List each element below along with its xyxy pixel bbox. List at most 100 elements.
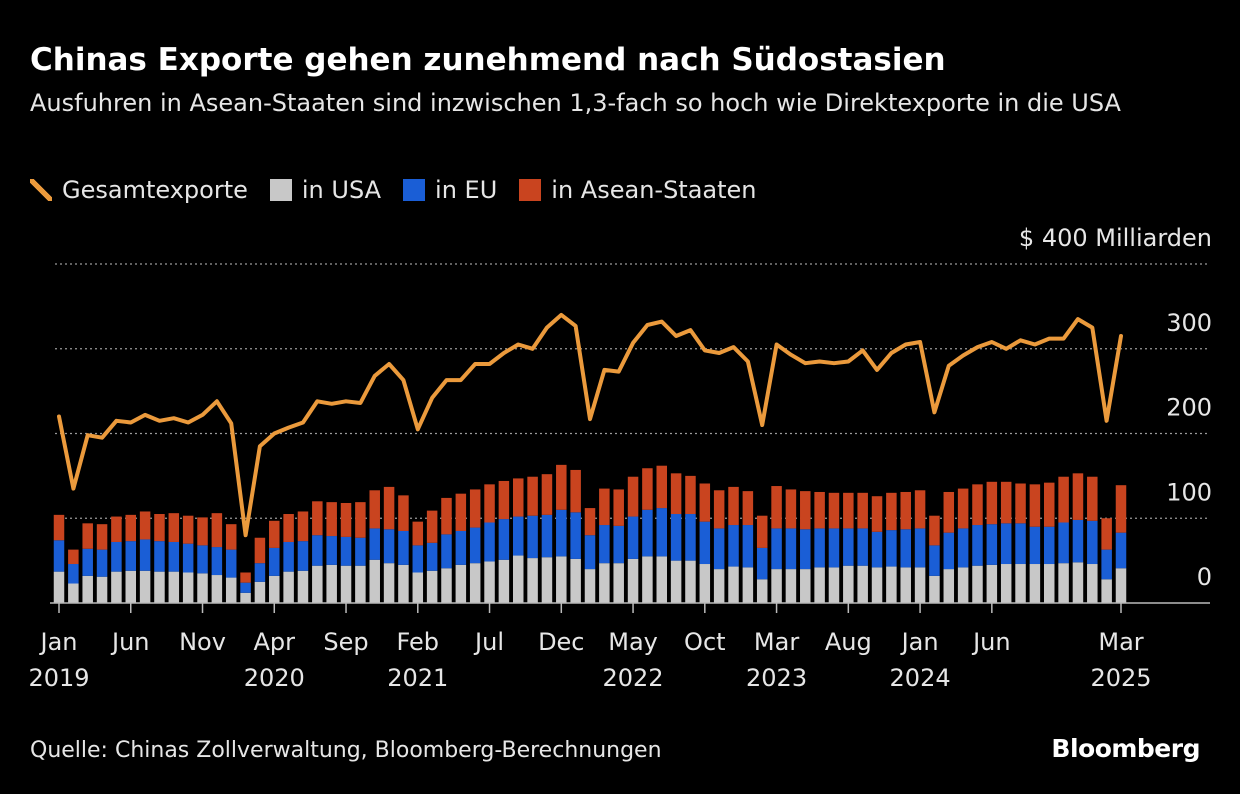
x-tick-label: Jun (110, 628, 150, 656)
bar-segment (484, 522, 495, 562)
bar-segment (455, 564, 467, 603)
bar-segment (756, 579, 768, 603)
x-tick-label: Aug (825, 628, 872, 656)
bar-segment (211, 513, 223, 548)
bar-segment (254, 537, 266, 564)
bar-segment (1115, 485, 1127, 533)
bar-segment (900, 491, 911, 530)
bar-segment (1101, 579, 1112, 603)
bar-segment (225, 577, 237, 603)
chart-title: Chinas Exporte gehen zunehmend nach Südo… (30, 42, 946, 78)
bar-segment (1000, 523, 1012, 565)
bar-segment (197, 517, 208, 546)
bar-segment (1101, 549, 1112, 580)
bar-segment (541, 474, 553, 515)
bar-segment (355, 502, 366, 538)
bar-segment (82, 523, 93, 549)
bar-segment (383, 563, 395, 603)
legend-swatch (269, 179, 292, 201)
bar-segment (642, 556, 653, 603)
y-tick-label: 300 (1166, 309, 1212, 337)
legend-label: Gesamtexporte (62, 176, 248, 204)
bar-segment (556, 509, 567, 557)
bar-segment (139, 539, 151, 571)
bar-segment (728, 566, 739, 603)
bar-segment (771, 486, 782, 529)
bar-segment (426, 510, 438, 543)
bar-segment (355, 537, 366, 566)
legend-swatch (519, 179, 542, 201)
bar-segment (843, 528, 854, 566)
bar-segment (627, 516, 639, 559)
bar-segment (986, 564, 998, 603)
bar-segment (96, 549, 108, 577)
bar-segment (713, 569, 725, 603)
legend-item: in EU (403, 176, 497, 204)
bar-segment (556, 556, 567, 603)
bar-segment (68, 583, 79, 603)
x-tick-year: 2024 (890, 664, 951, 692)
bar-segment (527, 515, 538, 559)
bar-segment (756, 547, 768, 580)
bar-segment (541, 557, 553, 603)
bar-segment (340, 536, 352, 566)
bar-segment (685, 514, 696, 561)
bar-segment (986, 481, 998, 525)
bar-segment (168, 513, 180, 542)
bar-segment (412, 572, 424, 603)
bar-segment (1072, 473, 1084, 520)
bar-segment (68, 564, 79, 584)
bar-segment (886, 492, 897, 531)
legend-label: in Asean-Staaten (551, 176, 757, 204)
bar-segment (1087, 476, 1098, 521)
bar-segment (182, 572, 194, 603)
bar-segment (369, 528, 380, 560)
bar-segment (498, 519, 510, 560)
bar-segment (627, 476, 639, 517)
bar-segment (484, 561, 495, 603)
bar-segment (1029, 526, 1041, 565)
bar-segment (297, 570, 309, 603)
bar-segment (756, 515, 768, 548)
bar-segment (197, 573, 208, 603)
bar-segment (82, 548, 93, 576)
x-tick-year: 2025 (1090, 664, 1151, 692)
bar-segment (340, 502, 352, 537)
bar-segment (800, 569, 811, 603)
bar-segment (383, 486, 395, 530)
bar-segment (699, 521, 711, 565)
bar-segment (96, 576, 108, 603)
bar-segment (1029, 484, 1041, 527)
bar-segment (254, 581, 266, 603)
bar-segment (326, 536, 337, 565)
bar-segment (398, 495, 409, 531)
bar-segment (211, 547, 223, 576)
bar-segment (527, 558, 538, 603)
legend: Gesamtexporte in USA in EU in Asean-Staaten (30, 176, 779, 204)
bar-segment (857, 492, 868, 529)
x-tick-label: Oct (684, 628, 726, 656)
bar-segment (527, 476, 538, 516)
bar-segment (441, 497, 452, 535)
bar-segment (699, 564, 711, 603)
bar-segment (269, 575, 280, 603)
bar-segment (182, 543, 194, 573)
bar-segment (713, 528, 725, 570)
y-tick-label: 100 (1166, 478, 1212, 506)
x-tick-label: Mar (1098, 628, 1143, 656)
bar-segment (584, 508, 596, 536)
bar-segment (498, 559, 510, 603)
bar-segment (96, 524, 108, 550)
bar-segment (1029, 564, 1041, 603)
x-tick-label: Apr (254, 628, 296, 656)
bar-segment (197, 545, 208, 574)
bar-segment (1101, 518, 1112, 550)
bar-segment (670, 560, 682, 603)
y-tick-label: 0 (1197, 563, 1212, 591)
bar-segment (871, 496, 883, 532)
bar-segment (670, 514, 682, 561)
bar-segment (613, 525, 624, 564)
bar-segment (957, 488, 969, 529)
bar-segment (828, 492, 840, 529)
x-tick-year: 2019 (28, 664, 89, 692)
